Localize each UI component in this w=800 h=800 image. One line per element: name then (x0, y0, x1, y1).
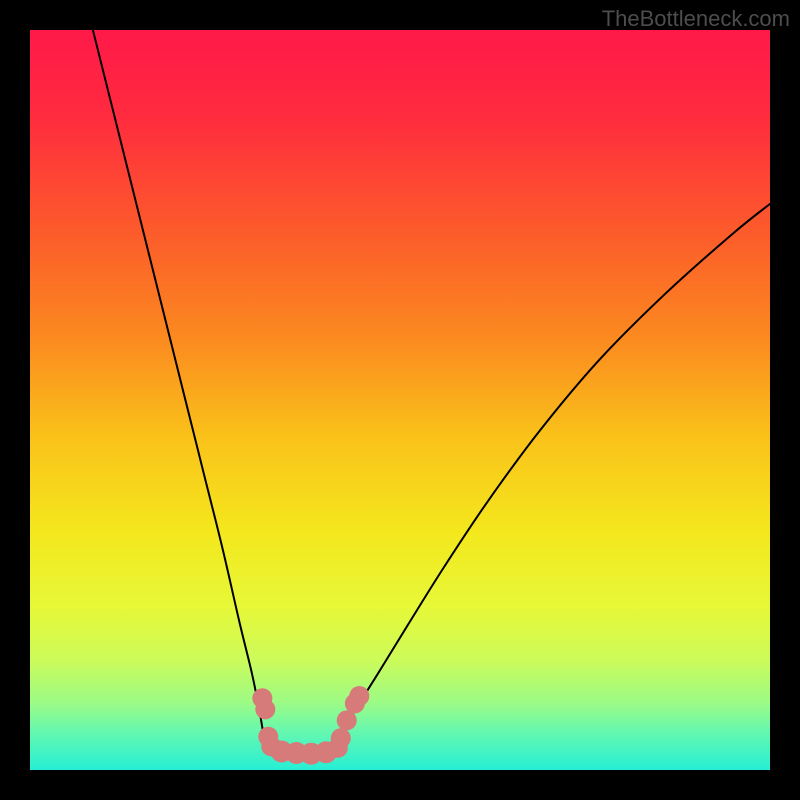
watermark-text: TheBottleneck.com (602, 6, 790, 32)
chart-plot (0, 0, 800, 800)
bottleneck-chart: TheBottleneck.com (0, 0, 800, 800)
